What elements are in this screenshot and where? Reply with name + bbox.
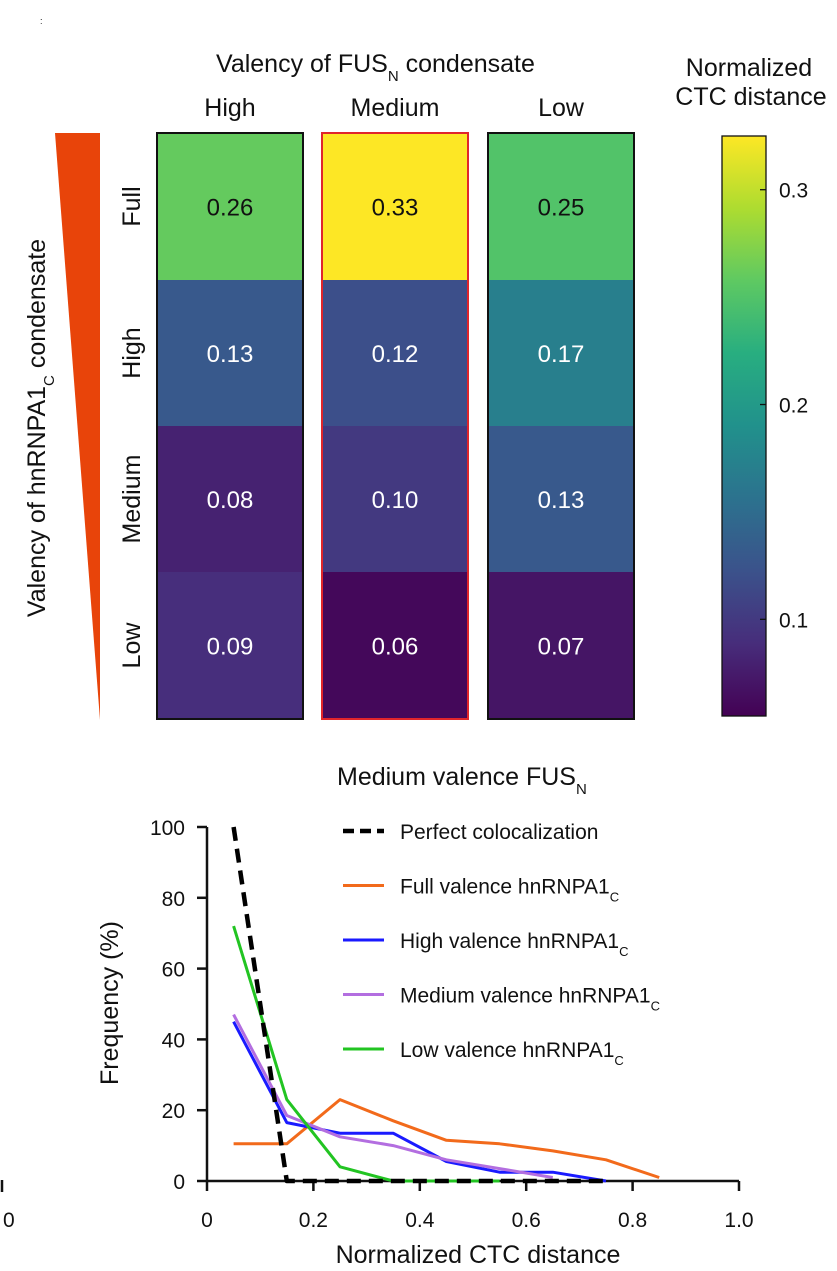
heatmap-cell-value: 0.17 [538,341,585,368]
series-line [231,826,606,1184]
legend-label: High valence hnRNPA1C [400,930,628,959]
heatmap-cell [157,280,303,426]
column-label: Low [538,94,585,122]
colorbar-tick-label: 0.1 [779,609,808,632]
highlighted-column-frame [321,132,469,720]
heatmap-cell-value: 0.26 [207,195,254,222]
y-axis-label: Frequency (%) [96,921,124,1085]
y-tick-label: 80 [162,888,185,911]
cropped-tick-fragment: 0 [3,1209,15,1232]
legend-label: Perfect colocalization [400,821,598,844]
heatmap-cell [488,572,634,719]
heatmap-cell [488,426,634,572]
heatmap-cell [157,133,303,280]
series-line [232,1013,554,1179]
y-tick-label: 60 [162,959,185,982]
stray-mark: : [40,16,43,26]
colorbar-title-line2: CTC distance [675,83,826,111]
heatmap-column-frames [156,132,635,720]
column-label: High [204,94,255,122]
column-frame [156,132,304,720]
heatmap-cell-value: 0.06 [372,634,419,661]
heatmap-cell-value: 0.13 [538,487,585,514]
colorbar-ticks: 0.3 0.2 0.1 [760,180,808,632]
heatmap-cell [488,280,634,426]
y-tick-label: 0 [173,1171,185,1194]
heatmap-cell-value: 0.09 [207,634,254,661]
colorbar-tick-label: 0.2 [779,395,808,418]
heatmap-cell-value: 0.33 [372,195,419,222]
row-label: Full [118,186,146,226]
heatmap-cell [157,572,303,719]
heatmap-cell-value: 0.08 [207,487,254,514]
heatmap-cell-value: 0.10 [372,487,419,514]
heatmap-row-header: Valency of hnRNPA1C condensate [23,239,58,617]
heatmap-column-labels: High Medium Low [204,94,585,122]
heatmap-cell-value: 0.13 [207,341,254,368]
column-label: Medium [351,94,440,122]
heatmap-row-labels: Full High Medium Low [118,186,146,668]
colorbar-tick-label: 0.3 [779,180,808,203]
series-line [233,1098,660,1179]
heatmap-cell-value: 0.12 [372,341,419,368]
heatmap-cell [322,426,468,572]
heatmap-cell [322,280,468,426]
heatmap-column-header: Valency of FUSN condensate [216,50,535,85]
x-tick-label: 0.8 [618,1209,647,1232]
heatmap-cell-value: 0.07 [538,634,585,661]
y-tick-label: 100 [150,817,185,840]
row-label: Medium [118,455,146,544]
x-tick-label: 0 [201,1209,213,1232]
valency-wedge [55,133,100,720]
y-tick-label: 20 [162,1100,185,1123]
colorbar-title-line1: Normalized [686,54,812,82]
y-tick-label: 40 [162,1029,185,1052]
x-tick-label: 0.6 [512,1209,541,1232]
legend-label: Full valence hnRNPA1C [400,876,619,905]
heatmap-cell [322,572,468,719]
heatmap-cell [322,133,468,280]
series-line [232,1021,607,1183]
line-chart-legend: Perfect colocalization Full valence hnRNP… [343,821,660,1068]
heatmap-cells: 0.26 0.33 0.25 0.13 0.12 0.17 0.08 0.10 0.13 0.09… [157,133,634,719]
heatmap-cell-value: 0.25 [538,195,585,222]
row-label: High [118,327,146,378]
x-tick-label: 0.2 [299,1209,328,1232]
x-axis-label: Normalized CTC distance [336,1241,621,1269]
row-label: Low [118,622,146,669]
legend-label: Medium valence hnRNPA1C [400,985,660,1014]
heatmap-cell [157,426,303,572]
x-tick-label: 1.0 [724,1209,753,1232]
legend-label: Low valence hnRNPA1C [400,1039,624,1068]
series-line [232,925,500,1183]
heatmap-cell [488,133,634,280]
line-chart-series [231,826,660,1184]
line-chart-title: Medium valence FUSN [337,763,587,798]
x-tick-label: 0.4 [405,1209,435,1232]
colorbar [721,135,767,717]
column-frame [487,132,635,720]
